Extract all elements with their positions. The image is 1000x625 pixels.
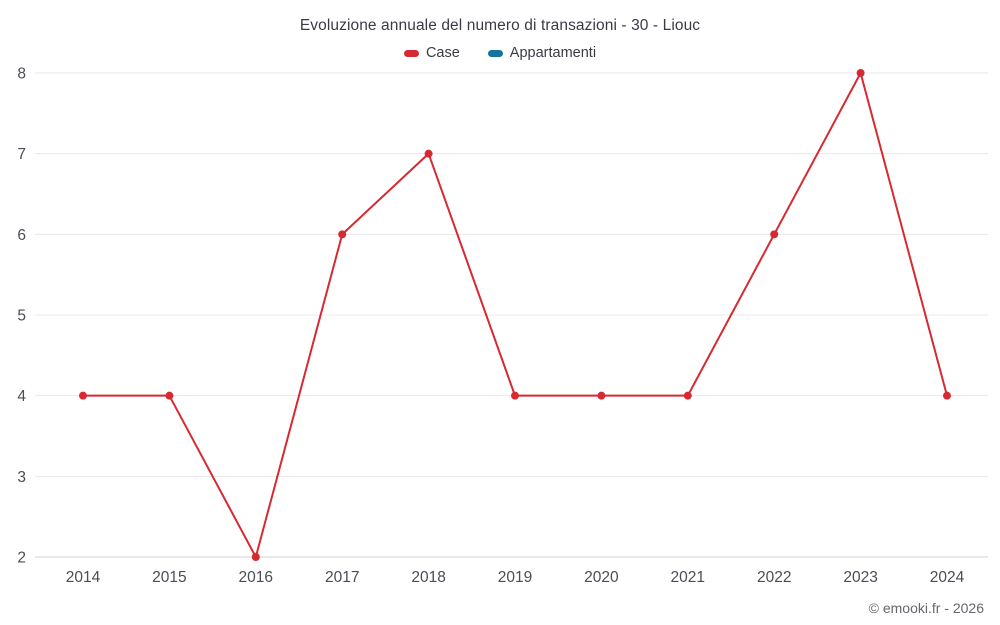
- x-tick-label-2018: 2018: [411, 569, 445, 586]
- y-tick-label: 6: [17, 227, 26, 244]
- y-tick-label: 7: [17, 146, 26, 163]
- x-tick-label-2023: 2023: [843, 569, 877, 586]
- data-point-case-2024[interactable]: [943, 391, 951, 400]
- x-tick-label-2022: 2022: [757, 569, 791, 586]
- x-tick-label-2017: 2017: [325, 569, 359, 586]
- y-tick-label: 4: [17, 388, 26, 405]
- legend-item-case[interactable]: Case: [403, 45, 460, 61]
- x-tick-label-2021: 2021: [671, 569, 705, 586]
- x-tick-label-2019: 2019: [498, 569, 532, 586]
- y-tick-label: 5: [17, 308, 26, 325]
- x-tick-label-2020: 2020: [584, 569, 619, 586]
- legend-swatch-appartamenti: [487, 49, 503, 57]
- x-tick-label-2016: 2016: [239, 569, 273, 586]
- x-tick-label-2024: 2024: [930, 569, 965, 586]
- x-tick-label-2015: 2015: [152, 569, 186, 586]
- data-point-case-2016[interactable]: [251, 553, 260, 561]
- data-point-case-2015[interactable]: [165, 391, 174, 400]
- data-point-case-2021[interactable]: [683, 391, 692, 400]
- data-point-case-2017[interactable]: [338, 230, 347, 239]
- data-point-case-2019[interactable]: [511, 391, 519, 400]
- chart-legend: Case Appartamenti: [0, 45, 1000, 61]
- y-tick-label: 8: [17, 66, 26, 83]
- legend-label: Case: [425, 45, 460, 61]
- data-point-case-2023[interactable]: [856, 69, 865, 77]
- data-point-case-2020[interactable]: [597, 391, 606, 400]
- data-point-case-2022[interactable]: [770, 230, 779, 239]
- legend-item-appartamenti[interactable]: Appartamenti: [487, 45, 597, 61]
- legend-swatch-case: [403, 49, 419, 57]
- data-point-case-2014[interactable]: [79, 391, 87, 400]
- y-tick-label: 2: [17, 550, 26, 567]
- x-tick-label-2014: 2014: [66, 569, 101, 586]
- credit-text: © emooki.fr - 2026: [868, 600, 984, 616]
- legend-label: Appartamenti: [509, 45, 597, 61]
- chart-title: Evoluzione annuale del numero di transaz…: [299, 17, 701, 34]
- y-tick-label: 3: [17, 469, 26, 486]
- data-point-case-2018[interactable]: [424, 149, 433, 158]
